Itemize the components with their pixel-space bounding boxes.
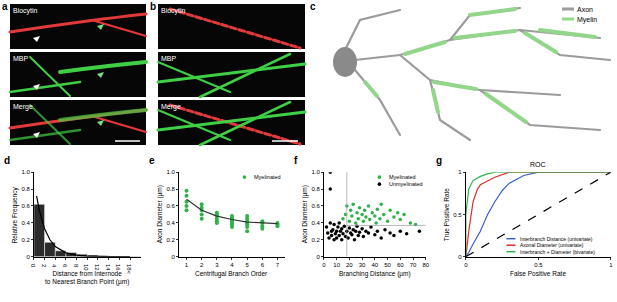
svg-text:Myelin: Myelin (577, 16, 597, 24)
svg-text:0.2: 0.2 (21, 237, 30, 243)
svg-text:70: 70 (410, 262, 417, 268)
svg-text:Axon Diameter (µm): Axon Diameter (µm) (156, 185, 164, 243)
svg-text:14: 14 (105, 264, 111, 271)
svg-text:b: b (150, 1, 156, 12)
svg-text:Myelinated: Myelinated (254, 174, 281, 180)
svg-text:Myelinated: Myelinated (389, 174, 416, 180)
svg-text:0.6: 0.6 (311, 203, 320, 209)
svg-text:1.0: 1.0 (21, 169, 30, 175)
svg-text:a: a (2, 1, 8, 12)
svg-text:f: f (294, 155, 298, 166)
svg-text:Distance from Internodeto Near: Distance from Internodeto Nearest Branch… (45, 270, 129, 286)
svg-text:6: 6 (62, 264, 68, 268)
svg-text:Interbranch Distance (univaria: Interbranch Distance (univariate) (520, 236, 593, 242)
svg-text:0: 0 (30, 264, 36, 268)
svg-text:0.6: 0.6 (166, 203, 175, 209)
svg-text:g: g (436, 155, 442, 166)
svg-text:True Positive Rate: True Positive Rate (443, 188, 450, 242)
svg-text:7: 7 (276, 262, 280, 268)
svg-text:MBP: MBP (161, 55, 177, 62)
svg-text:Relative Frequency: Relative Frequency (11, 187, 19, 244)
svg-text:ROC: ROC (530, 161, 546, 168)
svg-text:e: e (149, 155, 155, 166)
svg-text:0.5: 0.5 (534, 262, 543, 268)
svg-text:Interbranch + Diameter (bivari: Interbranch + Diameter (bivariate) (520, 249, 595, 255)
svg-text:0: 0 (26, 254, 30, 260)
svg-text:80: 80 (422, 262, 429, 268)
svg-text:Biocytin: Biocytin (13, 7, 38, 15)
svg-text:4: 4 (230, 262, 234, 268)
svg-text:4: 4 (51, 264, 57, 268)
svg-text:False Positive Rate: False Positive Rate (510, 270, 566, 277)
svg-text:MBP: MBP (13, 55, 29, 62)
svg-text:2: 2 (41, 264, 47, 268)
svg-text:30: 30 (359, 262, 366, 268)
svg-text:1: 1 (458, 169, 462, 175)
svg-text:Branching Distance (µm): Branching Distance (µm) (339, 270, 411, 278)
svg-text:c: c (310, 1, 316, 12)
svg-text:0.4: 0.4 (166, 220, 175, 226)
svg-text:8: 8 (73, 264, 79, 268)
svg-text:0.4: 0.4 (21, 220, 30, 226)
svg-text:0: 0 (464, 262, 468, 268)
svg-text:1: 1 (185, 262, 189, 268)
svg-text:5: 5 (245, 262, 249, 268)
svg-text:2: 2 (200, 262, 204, 268)
svg-text:60: 60 (397, 262, 404, 268)
svg-text:0: 0 (322, 262, 326, 268)
svg-text:1.0: 1.0 (166, 169, 175, 175)
svg-text:Merge: Merge (13, 103, 33, 111)
svg-text:0.5: 0.5 (453, 212, 462, 218)
svg-text:0.4: 0.4 (311, 220, 320, 226)
svg-text:0.8: 0.8 (21, 186, 30, 192)
svg-text:0: 0 (316, 254, 320, 260)
svg-text:0.8: 0.8 (166, 186, 175, 192)
svg-text:6: 6 (261, 262, 265, 268)
svg-text:Axon Diameter (µm): Axon Diameter (µm) (301, 185, 309, 243)
svg-text:Merge: Merge (161, 103, 181, 111)
svg-text:0.8: 0.8 (311, 186, 320, 192)
svg-text:10: 10 (333, 262, 340, 268)
svg-text:18<: 18< (126, 264, 132, 275)
svg-text:0: 0 (458, 254, 462, 260)
svg-text:3: 3 (215, 262, 219, 268)
svg-text:10: 10 (83, 264, 89, 271)
svg-text:20: 20 (346, 262, 353, 268)
svg-text:1: 1 (609, 262, 613, 268)
svg-text:1.0: 1.0 (311, 169, 320, 175)
svg-text:Centrifugal Branch Order: Centrifugal Branch Order (195, 270, 268, 278)
svg-text:Axonal Diameter (univariate): Axonal Diameter (univariate) (520, 242, 584, 248)
svg-text:Unmyelinated: Unmyelinated (389, 181, 423, 187)
svg-text:12: 12 (94, 264, 100, 271)
svg-text:0.6: 0.6 (21, 203, 30, 209)
svg-text:40: 40 (371, 262, 378, 268)
svg-text:0: 0 (171, 254, 175, 260)
svg-text:Axon: Axon (577, 6, 593, 13)
svg-text:d: d (4, 155, 10, 166)
svg-text:16: 16 (115, 264, 121, 271)
svg-text:50: 50 (384, 262, 391, 268)
svg-text:0.2: 0.2 (311, 237, 320, 243)
svg-text:0.2: 0.2 (166, 237, 175, 243)
svg-text:Biocytin: Biocytin (161, 7, 186, 15)
